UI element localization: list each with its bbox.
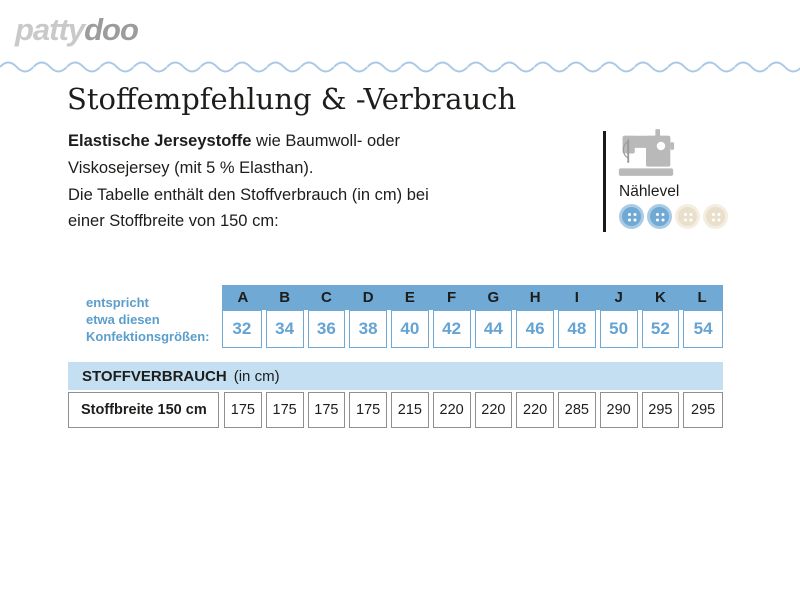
size-letter: H <box>529 289 541 306</box>
consumption-value: 215 <box>391 392 429 428</box>
button-icon-3 <box>675 204 700 229</box>
size-value: 42 <box>432 310 471 348</box>
size-value: 50 <box>599 310 638 348</box>
size-value: 54 <box>683 310 723 348</box>
size-value: 32 <box>222 310 262 348</box>
size-value: 40 <box>391 310 429 348</box>
page-title: Stoffempfehlung & -Verbrauch <box>67 82 517 116</box>
size-letter: B <box>279 289 291 306</box>
size-letter: L <box>697 289 707 306</box>
size-letter: C <box>320 289 332 306</box>
size-letter: D <box>362 289 374 306</box>
consumption-header-unit: (in cm) <box>233 367 280 385</box>
size-value: 52 <box>641 310 680 348</box>
size-letter: G <box>487 289 500 306</box>
size-table: A B C D E F G H I J K L 32 34 36 38 40 4… <box>222 285 723 348</box>
naehlevel-label: Nählevel <box>619 183 680 200</box>
vertical-divider <box>603 131 606 232</box>
consumption-value: 220 <box>474 392 513 428</box>
size-table-header: A B C D E F G H I J K L <box>222 285 723 310</box>
size-value: 44 <box>474 310 513 348</box>
consumption-value: 295 <box>641 392 680 428</box>
size-letter: F <box>447 289 457 306</box>
size-value: 48 <box>558 310 596 348</box>
consumption-row: Stoffbreite 150 cm 175 175 175 175 215 2… <box>68 392 723 428</box>
size-letter: E <box>404 289 415 306</box>
size-value: 36 <box>307 310 346 348</box>
size-value: 38 <box>349 310 387 348</box>
size-letter: J <box>614 289 623 306</box>
size-value: 46 <box>516 310 554 348</box>
size-letter: A <box>237 289 249 306</box>
size-letter: I <box>574 289 579 306</box>
consumption-value: 285 <box>558 392 596 428</box>
logo-text-light: patty <box>15 12 85 47</box>
consumption-header: STOFFVERBRAUCH (in cm) <box>68 362 723 390</box>
size-value: 34 <box>265 310 304 348</box>
button-icon-4 <box>703 204 728 229</box>
consumption-value: 220 <box>516 392 554 428</box>
consumption-value: 175 <box>349 392 387 428</box>
naehlevel-rating <box>619 204 728 229</box>
consumption-value: 220 <box>432 392 471 428</box>
consumption-row-label: Stoffbreite 150 cm <box>68 392 219 428</box>
sewing-machine-icon <box>618 129 675 176</box>
consumption-value: 295 <box>683 392 723 428</box>
wave-divider <box>0 54 800 74</box>
consumption-value: 290 <box>599 392 638 428</box>
intro-text: Elastische Jerseystoffe wie Baumwoll- od… <box>68 132 429 231</box>
consumption-value: 175 <box>307 392 346 428</box>
consumption-value: 175 <box>224 392 262 428</box>
size-table-sizes: 32 34 36 38 40 42 44 46 48 50 52 54 <box>222 310 723 348</box>
button-icon-1 <box>619 204 644 229</box>
button-icon-2 <box>647 204 672 229</box>
consumption-header-title: STOFFVERBRAUCH <box>82 367 227 385</box>
consumption-value: 175 <box>265 392 304 428</box>
intro-bold: Elastische Jerseystoffe <box>68 132 252 150</box>
logo-text-dark: doo <box>84 12 139 47</box>
size-letter: K <box>654 289 666 306</box>
pattydoo-logo: pattydoo <box>15 12 139 48</box>
size-table-caption: entspricht etwa diesen Konfektionsgrößen… <box>86 295 210 344</box>
